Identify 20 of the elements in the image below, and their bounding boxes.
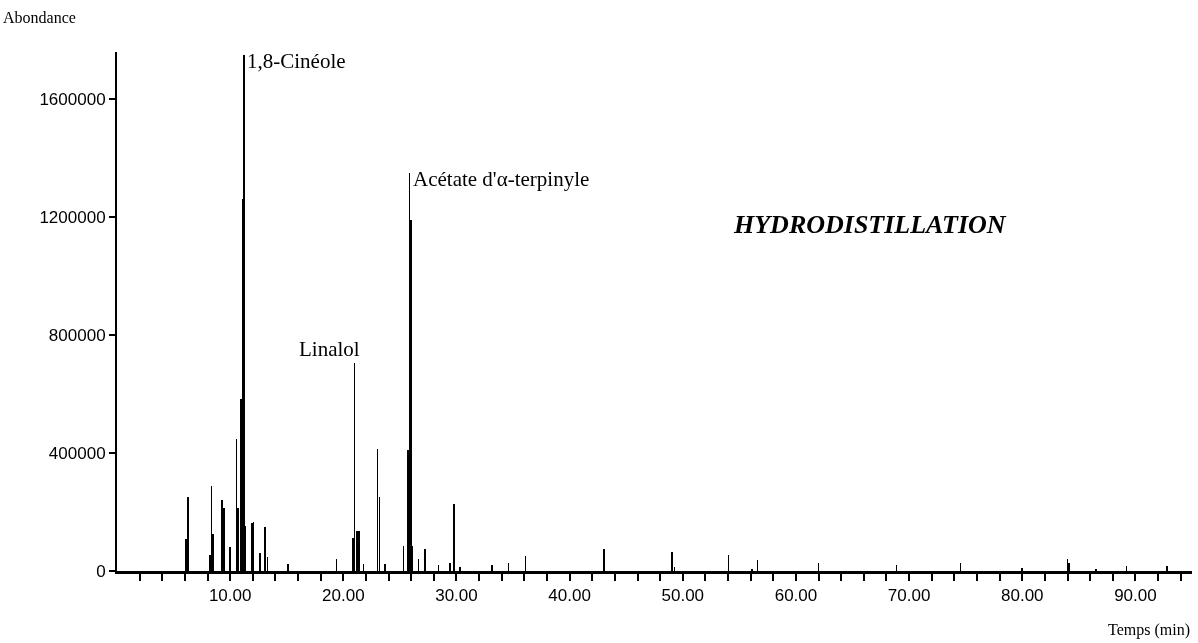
x-tick-label: 30.00 xyxy=(435,586,478,606)
x-tick-label: 70.00 xyxy=(887,586,931,606)
x-tick-label: 80.00 xyxy=(1000,586,1044,606)
annotation: Linalol xyxy=(299,337,360,361)
y-tick-label: 1200000 xyxy=(39,208,106,228)
x-axis-title: Temps (min) xyxy=(1108,621,1190,639)
x-tick-label: 20.00 xyxy=(322,586,365,606)
x-tick-label: 40.00 xyxy=(548,586,591,606)
x-tick-label: 90.00 xyxy=(1114,586,1157,606)
y-tick-label: 400000 xyxy=(48,444,106,463)
x-tick-label: 50.00 xyxy=(661,586,705,606)
y-tick-label: 800000 xyxy=(48,326,106,346)
annotation: HYDRODISTILLATION xyxy=(733,210,1007,239)
y-axis-title: Abondance xyxy=(3,9,76,26)
x-tick-label: 10.00 xyxy=(208,586,252,606)
annotation: Acétate d'α-terpinyle xyxy=(413,167,590,191)
x-tick-label: 60.00 xyxy=(774,586,818,606)
annotation: 1,8-Cinéole xyxy=(247,49,346,73)
y-tick-label: 1600000 xyxy=(39,90,106,110)
y-tick-label: 0 xyxy=(96,561,106,581)
